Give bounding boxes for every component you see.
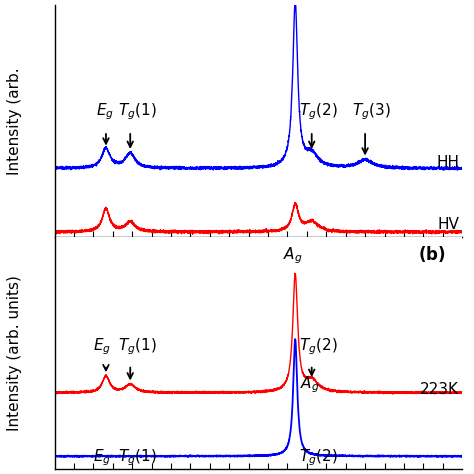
Text: $T_g$(2): $T_g$(2) [299,447,338,468]
Text: $T_g$(1): $T_g$(1) [118,337,156,357]
Text: $E_g$: $E_g$ [93,447,111,468]
Text: $T_g$(2): $T_g$(2) [299,101,338,122]
Text: $T_g$(3): $T_g$(3) [353,101,391,122]
Y-axis label: Intensity (arb.: Intensity (arb. [7,67,22,175]
Text: HH: HH [436,155,459,170]
Text: $T_g$(2): $T_g$(2) [299,337,338,357]
Text: HV: HV [438,217,459,232]
Text: $\bf{(b)}$: $\bf{(b)}$ [418,244,446,264]
Text: $E_g$: $E_g$ [93,337,111,357]
Text: 223K: 223K [420,383,459,397]
Text: $T_g$(1): $T_g$(1) [118,447,156,468]
Text: $A_g$: $A_g$ [283,246,302,266]
Text: $A_g$: $A_g$ [300,374,319,395]
Text: $E_g$: $E_g$ [96,101,114,122]
Y-axis label: Intensity (arb. units): Intensity (arb. units) [7,275,22,431]
Text: $T_g$(1): $T_g$(1) [118,101,156,122]
